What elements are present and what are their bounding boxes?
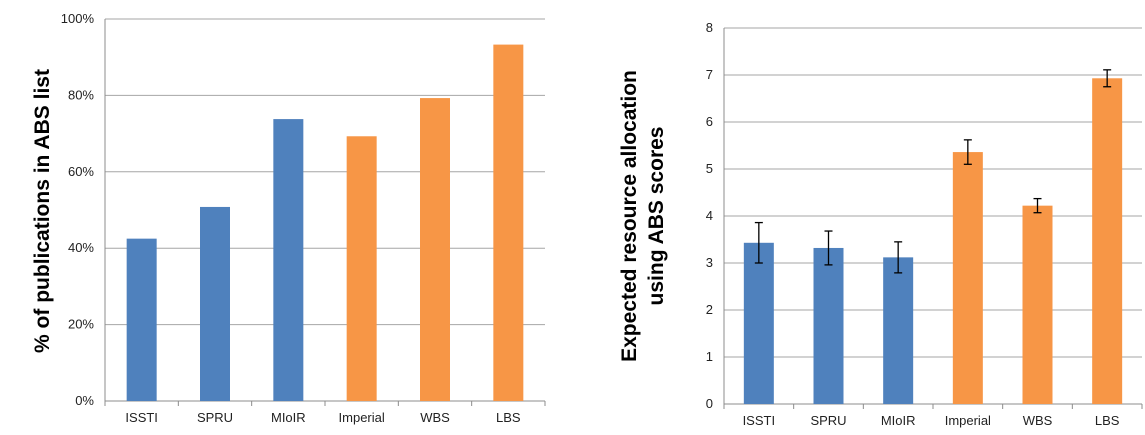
chart-1-y-tick-label: 20% [68,317,94,332]
chart-2-y-axis-label-line-1: Expected resource allocation [618,70,641,362]
chart-1-x-tick-label: MIoIR [271,410,306,425]
chart-1-bar-mioir [273,119,304,402]
chart-1-x-tick-label: Imperial [339,410,385,425]
chart-publications-in-abs-list: % of publications in ABS list 0% 20% 40% 60… [31,11,546,425]
chart-1-y-tick-label: 100% [61,11,95,26]
chart-1-bar-imperial [346,136,377,402]
chart-2-error-bar-issti [754,221,763,264]
chart-2-bar-mioir [883,257,914,404]
chart-2-y-axis-label-line-2: using ABS scores [645,127,668,306]
chart-2-bar-spru [813,247,844,404]
chart-1-y-tick-label: 0% [75,393,94,408]
chart-1-y-tick-label: 60% [68,164,94,179]
chart-2-y-tick-label: 4 [706,208,713,223]
chart-2-bar-issti [743,242,774,404]
chart-2-y-tick-label: 5 [706,161,713,176]
chart-1-y-axis-label: % of publications in ABS list [31,69,54,353]
chart-2-y-tick-label: 6 [706,114,713,129]
chart-2-y-tick-label: 0 [706,396,713,411]
chart-2-y-tick-label: 2 [706,302,713,317]
chart-2-bar-imperial [952,152,983,404]
chart-2-y-tick-label: 3 [706,255,713,270]
chart-2-error-bar-imperial [963,139,972,165]
chart-2-error-bar-lbs [1103,69,1112,88]
chart-2-x-tick-label: MIoIR [881,413,916,428]
chart-2-bar-wbs [1022,205,1053,404]
chart-2-error-bar-wbs [1033,197,1042,214]
chart-1-y-tick-label: 80% [68,87,94,102]
chart-1-x-tick-label: SPRU [197,410,233,425]
chart-1-x-tick-label: LBS [496,410,521,425]
chart-2-y-tick-label: 1 [706,349,713,364]
chart-2-x-tick-label: ISSTI [743,413,776,428]
chart-2-x-tick-label: WBS [1023,413,1053,428]
chart-expected-resource-allocation: Expected resource allocation using ABS s… [618,20,1143,428]
chart-1-x-tick-label: ISSTI [125,410,158,425]
chart-2-x-tick-label: Imperial [945,413,991,428]
chart-1-bar-lbs [493,44,524,402]
chart-2-y-tick-label: 8 [706,20,713,35]
chart-2-error-bar-spru [824,230,833,266]
chart-2-y-tick-label: 7 [706,67,713,82]
chart-1-x-tick-label: WBS [420,410,450,425]
chart-1-bar-wbs [420,98,450,401]
chart-2-x-tick-label: LBS [1095,413,1120,428]
chart-2-error-bar-mioir [894,241,903,274]
chart-1-bar-issti [126,238,157,401]
chart-1-bar-spru [200,206,230,401]
chart-2-bar-lbs [1092,78,1123,404]
chart-2-x-tick-label: SPRU [810,413,846,428]
chart-1-y-tick-label: 40% [68,240,94,255]
